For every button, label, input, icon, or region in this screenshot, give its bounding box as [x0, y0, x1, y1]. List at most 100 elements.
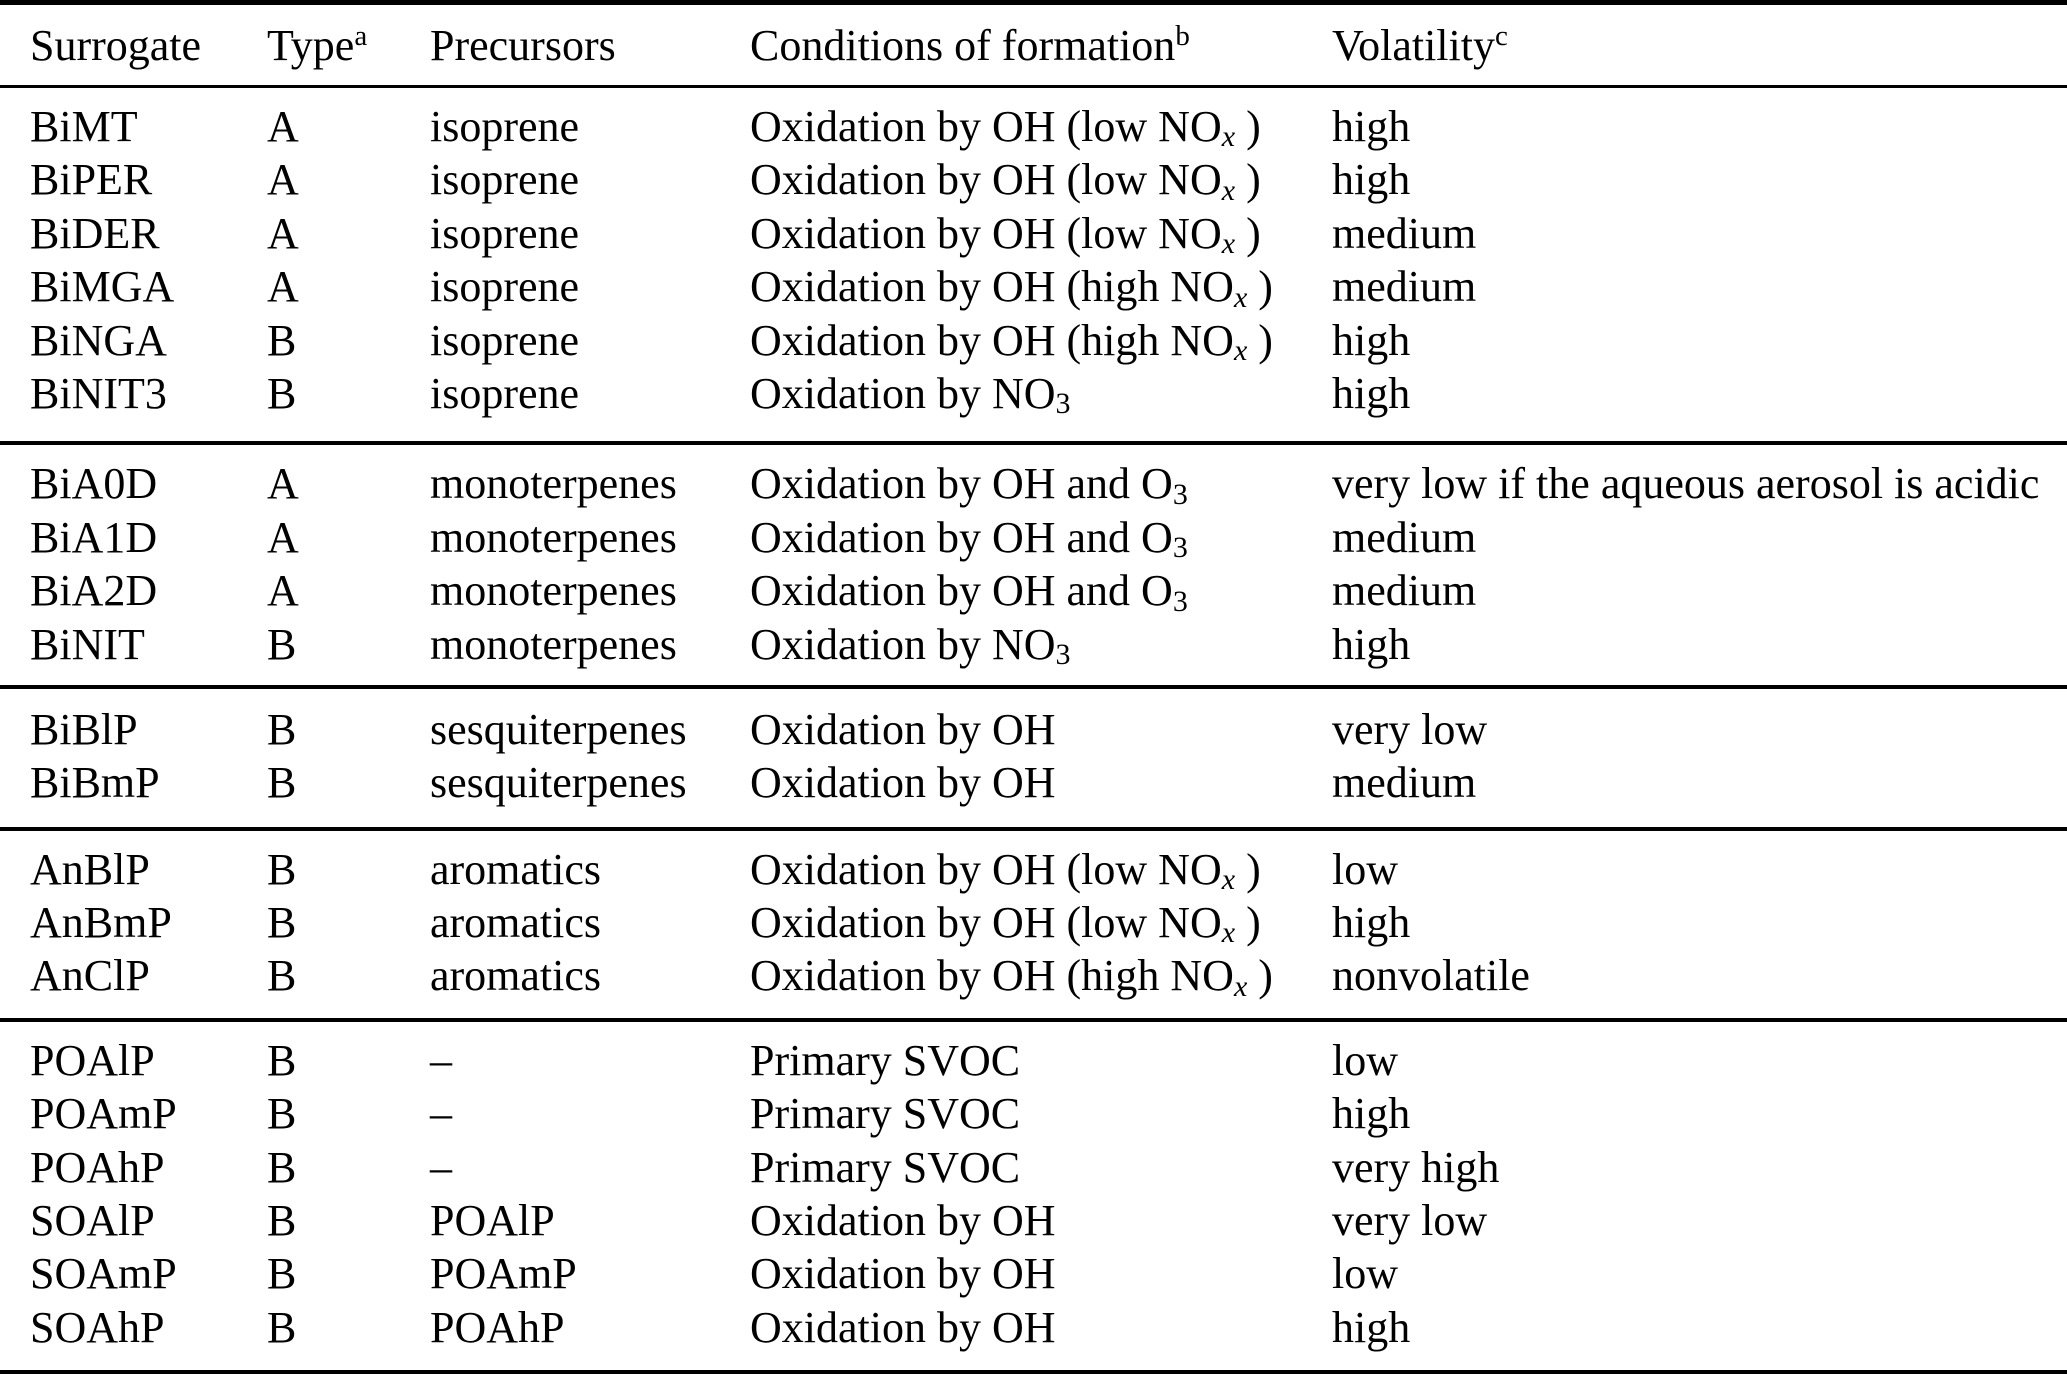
condition-subscript: x: [1221, 863, 1236, 897]
condition-text: Oxidation by NO: [750, 619, 1056, 669]
condition-text: Oxidation by NO: [750, 368, 1056, 418]
cell-type: A: [267, 102, 299, 151]
cell-precursors: aromatics: [430, 898, 602, 948]
cell-surrogate: BiNIT3: [30, 368, 167, 418]
table-group-poa-soa: POAlP B – Primary SVOC low POAmP B – Pri…: [0, 1022, 2067, 1370]
condition-text: Oxidation by OH: [750, 1249, 1056, 1299]
cell-conditions: Oxidation by OH: [750, 1194, 1332, 1247]
condition-text: Primary SVOC: [750, 1142, 1021, 1192]
cell-surrogate: SOAlP: [30, 1196, 155, 1246]
cell-type: B: [267, 1035, 297, 1085]
condition-text: ): [1235, 102, 1261, 151]
cell-conditions: Oxidation by OH (low NOx ): [750, 153, 1332, 206]
table-row: BiMT A isoprene Oxidation by OH (low NOx…: [0, 100, 2067, 153]
table-row: BiA0D A monoterpenes Oxidation by OH and…: [0, 457, 2067, 510]
cell-type: A: [267, 155, 299, 205]
condition-text: Oxidation by OH (low NO: [750, 844, 1222, 894]
table-row: BiNGA B isoprene Oxidation by OH (high N…: [0, 314, 2067, 367]
cell-surrogate: SOAmP: [30, 1249, 177, 1299]
condition-subscript: x: [1221, 227, 1236, 261]
table-row: AnBlP B aromatics Oxidation by OH (low N…: [0, 843, 2067, 896]
cell-volatility: medium: [1332, 208, 1477, 258]
header-cell-type: Typea: [267, 20, 430, 71]
cell-volatility: medium: [1332, 566, 1477, 616]
cell-volatility: high: [1332, 619, 1411, 669]
condition-text: Primary SVOC: [750, 1035, 1021, 1085]
cell-conditions: Oxidation by OH: [750, 1301, 1332, 1354]
cell-type: A: [267, 459, 299, 509]
condition-text: ): [1235, 155, 1261, 205]
cell-type: B: [267, 1302, 297, 1352]
cell-volatility: high: [1332, 898, 1411, 948]
table-row: SOAhP B POAhP Oxidation by OH high: [0, 1301, 2067, 1354]
header-cell-surrogate: Surrogate: [30, 20, 267, 71]
condition-subscript: x: [1221, 173, 1236, 207]
cell-surrogate: BiA2D: [30, 566, 158, 616]
cell-surrogate: BiMT: [30, 102, 138, 151]
table-row: BiA2D A monoterpenes Oxidation by OH and…: [0, 564, 2067, 617]
condition-text: Oxidation by OH and O: [750, 459, 1173, 509]
cell-volatility: high: [1332, 155, 1411, 205]
condition-text: ): [1235, 208, 1261, 258]
header-cell-conditions: Conditions of formationb: [750, 20, 1332, 71]
cell-conditions: Oxidation by OH (high NOx ): [750, 314, 1332, 367]
cell-surrogate: AnClP: [30, 951, 150, 1001]
cell-precursors: monoterpenes: [430, 512, 677, 562]
condition-text: Oxidation by OH: [750, 758, 1056, 808]
cell-precursors: monoterpenes: [430, 619, 677, 669]
cell-precursors: POAlP: [430, 1196, 555, 1246]
condition-text: Oxidation by OH: [750, 1196, 1056, 1246]
cell-type: B: [267, 898, 297, 948]
cell-type: B: [267, 704, 297, 754]
cell-surrogate: SOAhP: [30, 1302, 165, 1352]
table-row: BiMGA A isoprene Oxidation by OH (high N…: [0, 260, 2067, 313]
table-row: BiNIT B monoterpenes Oxidation by NO3 hi…: [0, 618, 2067, 671]
cell-conditions: Oxidation by OH: [750, 756, 1332, 809]
condition-subscript: x: [1233, 969, 1248, 1003]
cell-type: A: [267, 512, 299, 562]
cell-precursors: POAmP: [430, 1249, 577, 1299]
condition-subscript: x: [1233, 333, 1248, 367]
cell-volatility: high: [1332, 1089, 1411, 1139]
header-label: Precursors: [430, 20, 616, 70]
condition-text: Oxidation by OH and O: [750, 512, 1173, 562]
header-footnote-marker: c: [1494, 20, 1508, 52]
cell-surrogate: AnBlP: [30, 844, 150, 894]
table-top-rule: [0, 0, 2067, 5]
cell-volatility: nonvolatile: [1332, 951, 1530, 1001]
table-row: BiBlP B sesquiterpenes Oxidation by OH v…: [0, 703, 2067, 756]
condition-text: Oxidation by OH (low NO: [750, 898, 1222, 948]
cell-type: B: [267, 951, 297, 1001]
cell-type: A: [267, 566, 299, 616]
header-footnote-marker: a: [354, 20, 368, 52]
header-label: Surrogate: [30, 20, 202, 70]
table-row: POAhP B – Primary SVOC very high: [0, 1141, 2067, 1194]
condition-text: Oxidation by OH: [750, 704, 1056, 754]
cell-volatility: low: [1332, 844, 1398, 894]
cell-surrogate: BiA0D: [30, 459, 158, 509]
cell-volatility: medium: [1332, 512, 1477, 562]
header-cell-precursors: Precursors: [430, 20, 750, 71]
cell-volatility: high: [1332, 315, 1411, 365]
cell-type: B: [267, 315, 297, 365]
cell-volatility: high: [1332, 102, 1411, 151]
cell-surrogate: BiNGA: [30, 315, 167, 365]
table-row: SOAmP B POAmP Oxidation by OH low: [0, 1247, 2067, 1300]
cell-precursors: –: [430, 1089, 452, 1139]
cell-surrogate: BiPER: [30, 155, 153, 205]
cell-surrogate: BiBlP: [30, 704, 138, 754]
condition-text: ): [1247, 315, 1273, 365]
cell-surrogate: POAhP: [30, 1142, 165, 1192]
condition-text: Oxidation by OH (low NO: [750, 155, 1222, 205]
cell-conditions: Oxidation by OH and O3: [750, 564, 1332, 617]
cell-precursors: aromatics: [430, 844, 602, 894]
cell-precursors: sesquiterpenes: [430, 758, 687, 808]
cell-volatility: medium: [1332, 758, 1477, 808]
cell-conditions: Primary SVOC: [750, 1141, 1332, 1194]
condition-subscript: 3: [1172, 531, 1188, 565]
table-row: POAmP B – Primary SVOC high: [0, 1087, 2067, 1140]
cell-type: B: [267, 844, 297, 894]
cell-type: B: [267, 758, 297, 808]
cell-surrogate: BiBmP: [30, 758, 160, 808]
table-row: BiA1D A monoterpenes Oxidation by OH and…: [0, 511, 2067, 564]
